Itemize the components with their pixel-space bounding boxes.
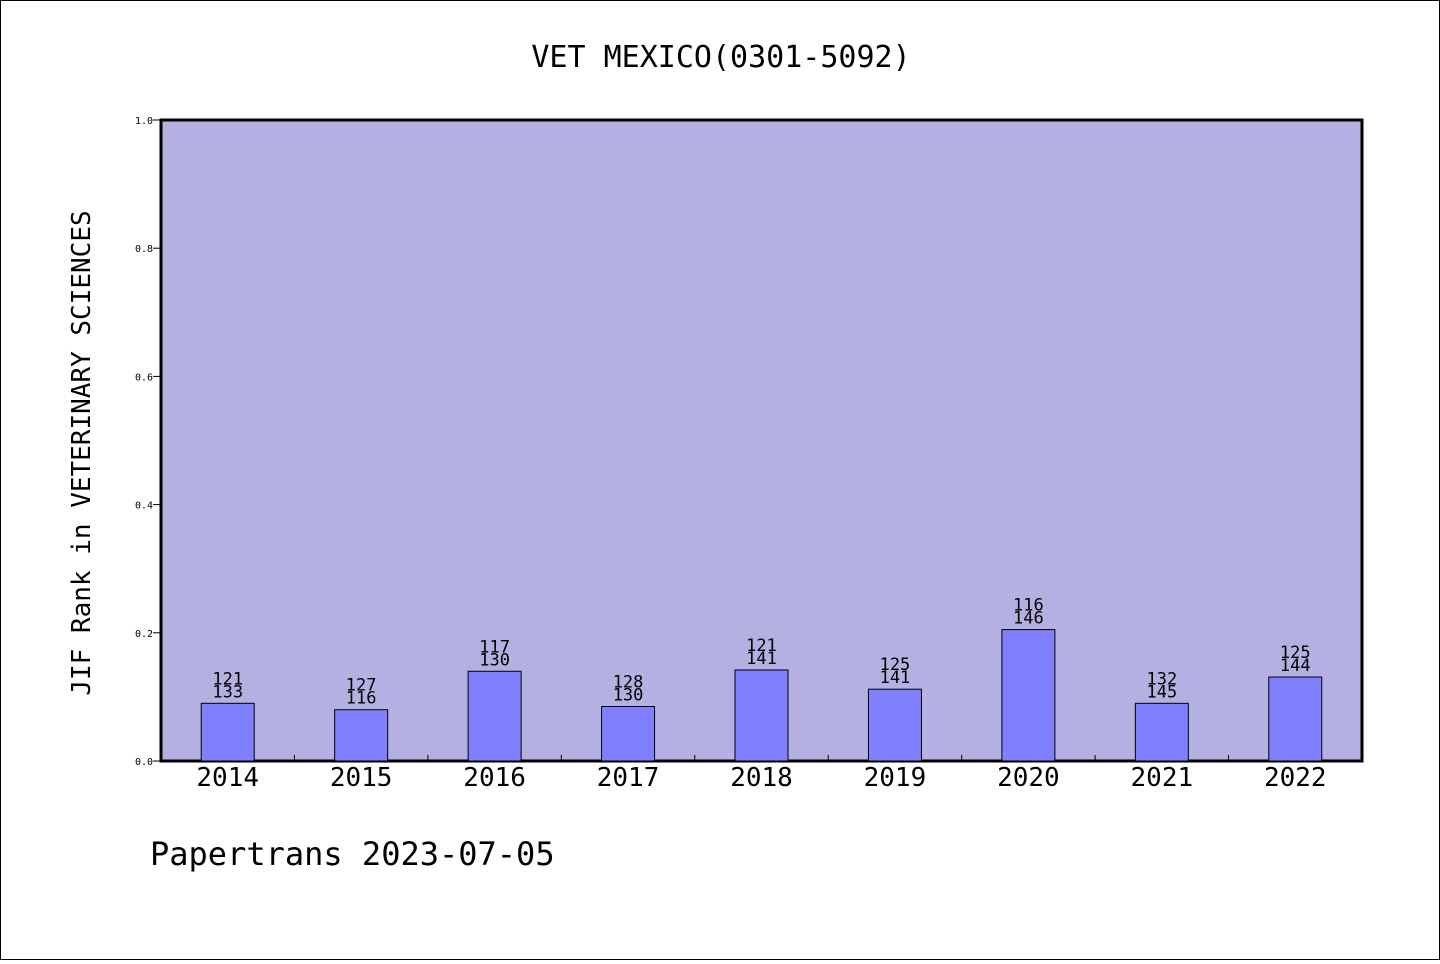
- x-tick-label: 2021: [1131, 763, 1194, 793]
- bar-total-label: 141: [746, 649, 777, 669]
- x-tick-label: 2019: [864, 763, 927, 793]
- bar-2022: [1268, 676, 1323, 762]
- x-tick-label: 2017: [597, 763, 660, 793]
- bar-rank-label: 128: [613, 673, 644, 693]
- x-tick-label: 2020: [997, 763, 1060, 793]
- bar-total-label: 144: [1280, 656, 1311, 676]
- bar-rank-label: 116: [1013, 596, 1044, 616]
- bar-rank-label: 125: [1280, 643, 1311, 663]
- bar-total-label: 145: [1146, 682, 1177, 702]
- bar-rank-label: 121: [746, 636, 777, 656]
- bar-rank-label: 121: [212, 669, 243, 689]
- plot-area: [159, 118, 1364, 763]
- bar-total-label: 133: [212, 682, 243, 702]
- bar-rank-label: 132: [1146, 669, 1177, 689]
- x-axis-ticks: 2014 2015 2016 2017 2018 2019 2020 2021 2022: [196, 755, 1327, 793]
- footer-credit: Papertrans 2023-07-05: [150, 835, 555, 873]
- bar-2016: [467, 670, 522, 762]
- bar-2018: [734, 669, 789, 762]
- bar-2019: [867, 688, 922, 762]
- bar-2014: [200, 702, 255, 762]
- chart-title: VET MEXICO(0301-5092): [531, 40, 910, 75]
- x-tick-label: 2014: [196, 763, 259, 793]
- bar-2015: [334, 709, 389, 762]
- y-tick-label: 0.6: [135, 372, 153, 383]
- bar-rank-label: 125: [880, 655, 911, 675]
- bar-2017: [601, 706, 656, 762]
- x-tick-label: 2022: [1264, 763, 1327, 793]
- y-axis-label: JIF Rank in VETERINARY SCIENCES: [67, 210, 97, 695]
- x-tick-label: 2016: [463, 763, 526, 793]
- y-tick-label: 0.4: [135, 501, 153, 512]
- x-tick-label: 2015: [330, 763, 393, 793]
- y-tick-label: 0.0: [135, 757, 153, 768]
- bar-rank-label: 127: [346, 676, 377, 696]
- bar-total-label: 146: [1013, 609, 1044, 629]
- y-tick-label: 0.8: [135, 244, 153, 255]
- bar-total-label: 130: [479, 650, 510, 670]
- bar-total-label: 130: [613, 686, 644, 706]
- bar-rank-label: 117: [479, 637, 510, 657]
- bar-total-label: 141: [880, 668, 911, 688]
- bar-2021: [1134, 702, 1189, 762]
- y-axis-ticks: 0.0 0.2 0.4 0.6 0.8 1.0: [135, 116, 161, 768]
- bar-total-label: 116: [346, 689, 377, 709]
- y-tick-label: 0.2: [135, 629, 153, 640]
- bar-2020: [1001, 629, 1056, 762]
- y-tick-label: 1.0: [135, 116, 153, 127]
- x-tick-label: 2018: [730, 763, 793, 793]
